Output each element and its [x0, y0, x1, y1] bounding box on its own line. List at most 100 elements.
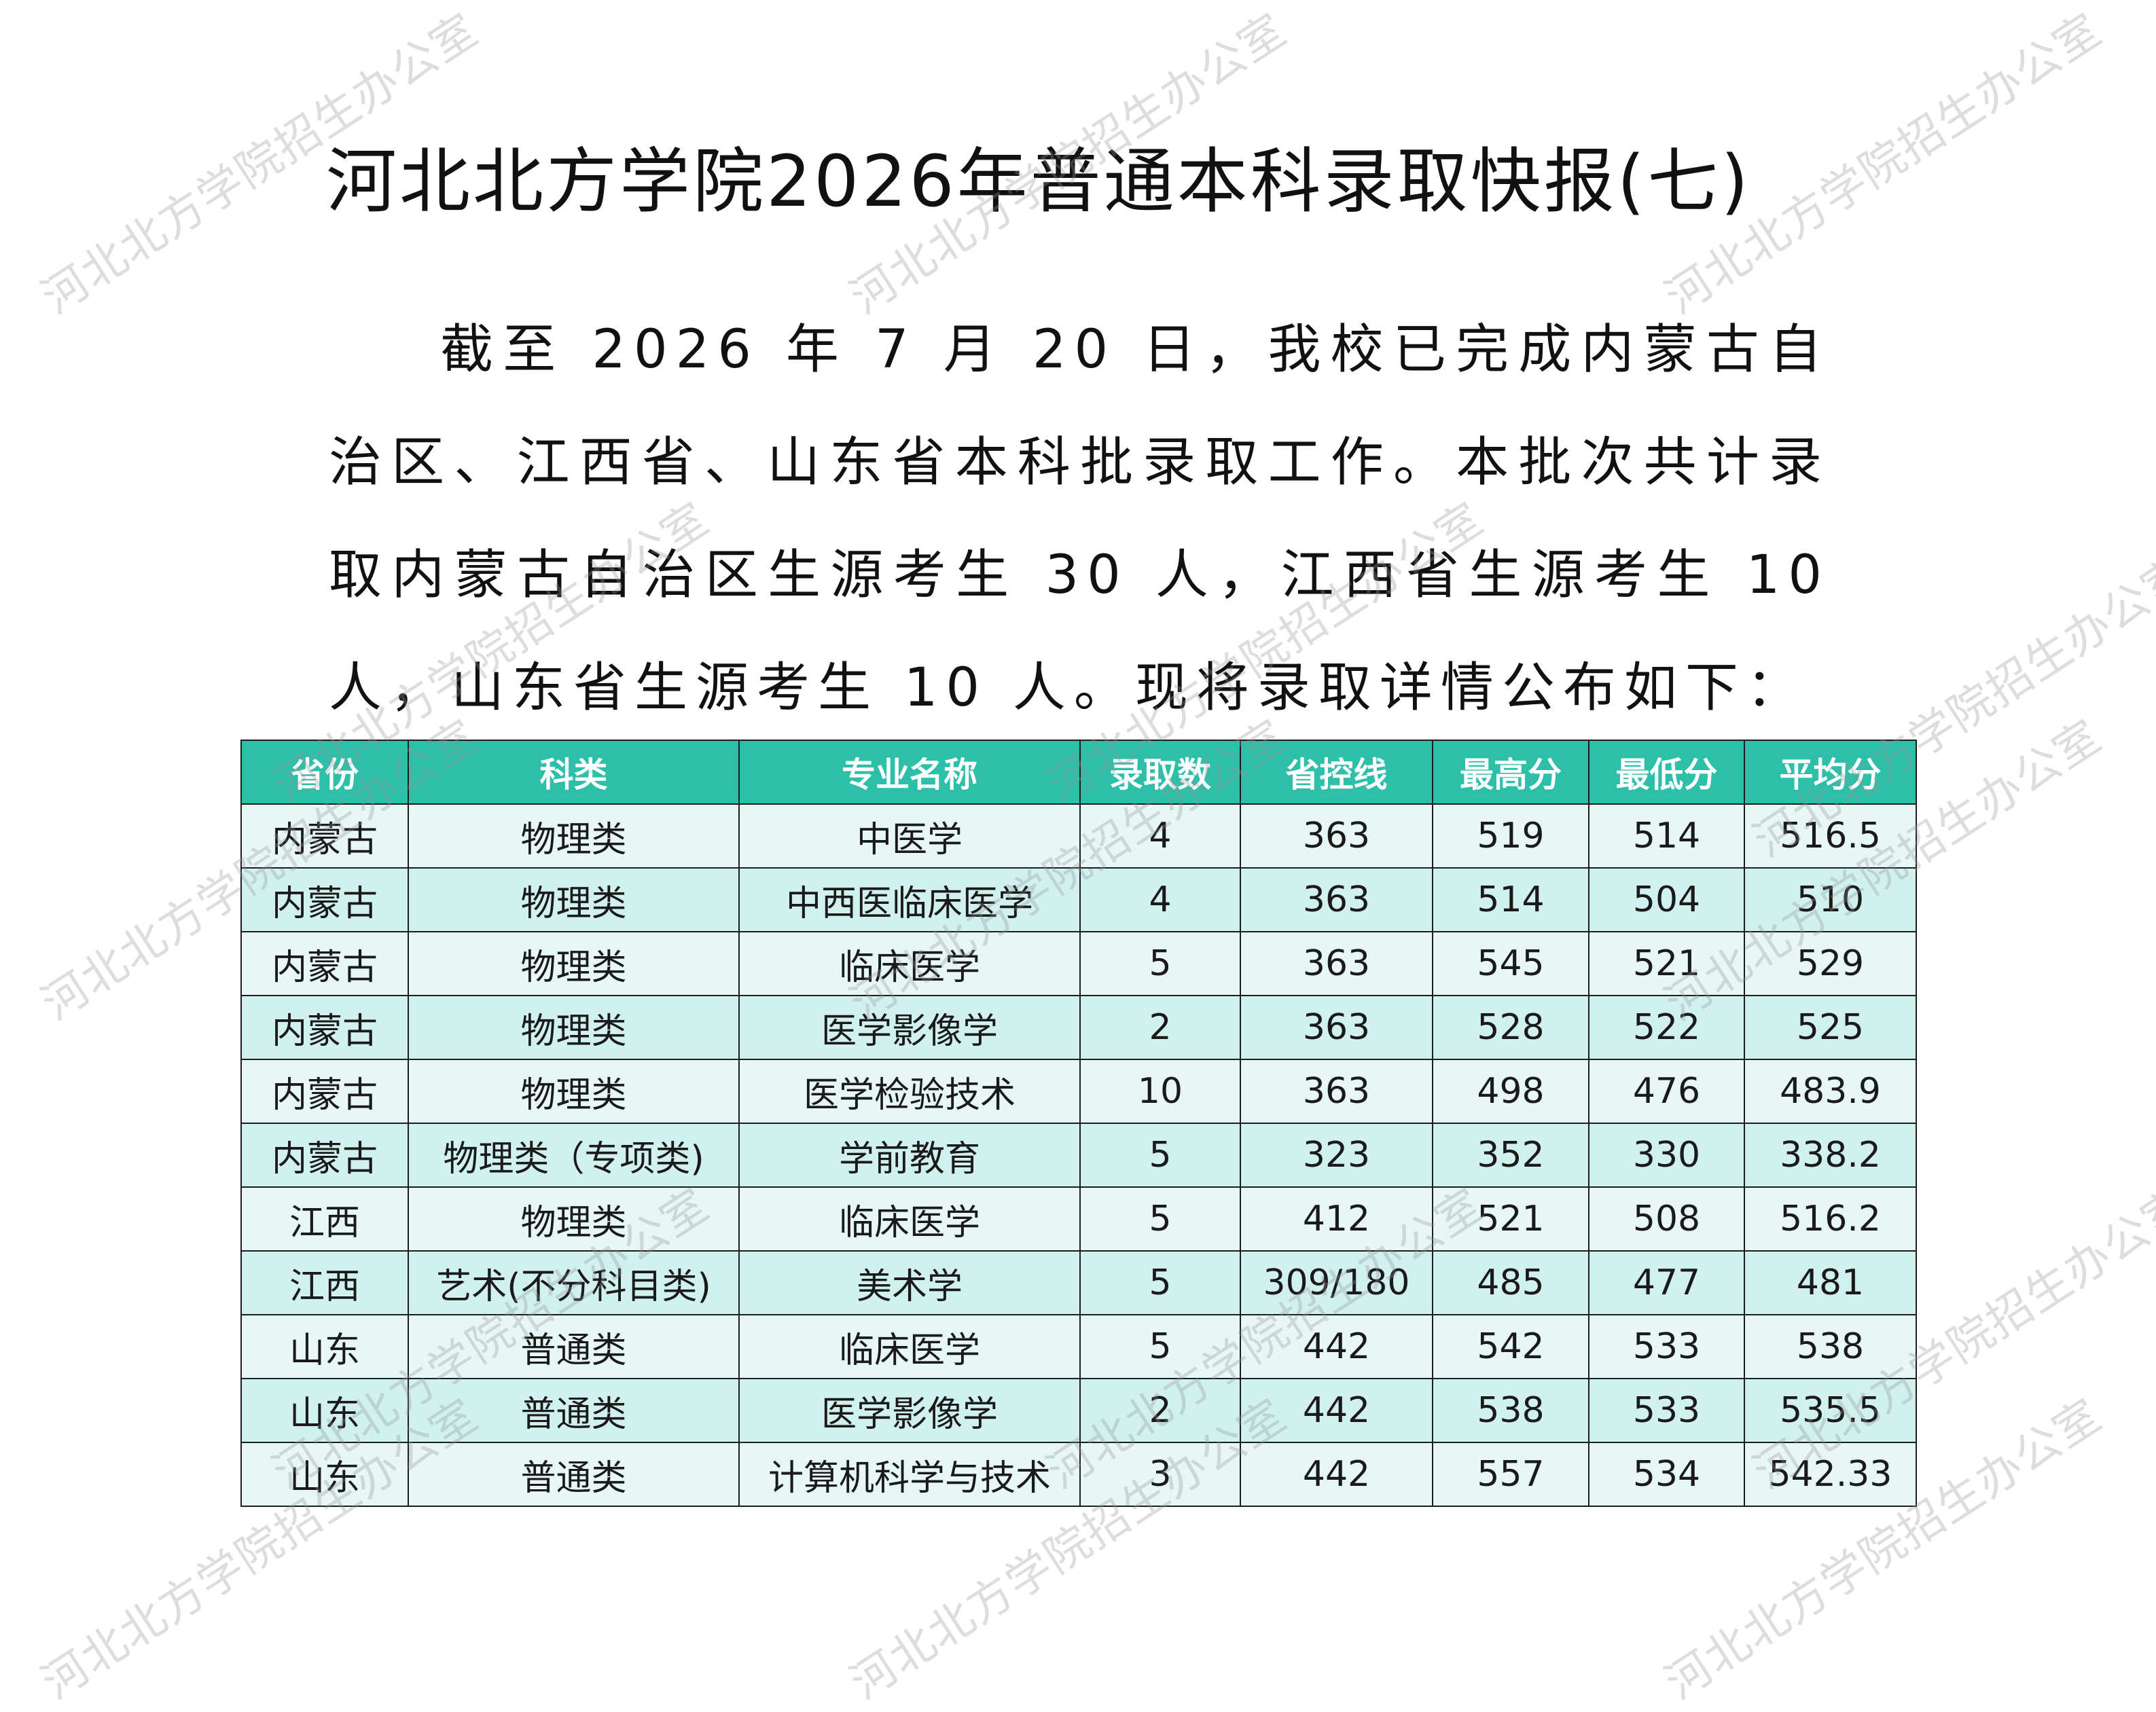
cell-max-score: 352 [1432, 1123, 1589, 1188]
cell-province: 内蒙古 [240, 931, 409, 996]
cell-control-line: 363 [1240, 995, 1433, 1060]
cell-avg-score: 510 [1744, 867, 1917, 932]
admission-table-container: 省份 科类 专业名称 录取数 省控线 最高分 最低分 平均分 内蒙古 物理类 中医学… [240, 740, 1917, 1507]
cell-admitted-count: 5 [1079, 1250, 1241, 1315]
cell-control-line: 442 [1240, 1314, 1433, 1379]
cell-major: 美术学 [738, 1250, 1081, 1315]
table-row: 山东 普通类 计算机科学与技术 3 442 557 534 542.33 [240, 1442, 1917, 1507]
cell-min-score: 330 [1588, 1123, 1745, 1188]
cell-min-score: 521 [1588, 931, 1745, 996]
cell-control-line: 363 [1240, 931, 1433, 996]
cell-admitted-count: 2 [1079, 1378, 1241, 1443]
cell-category: 普通类 [408, 1378, 740, 1443]
cell-max-score: 538 [1432, 1378, 1589, 1443]
cell-province: 山东 [240, 1314, 409, 1379]
header-admitted-count: 录取数 [1079, 740, 1241, 805]
cell-min-score: 533 [1588, 1314, 1745, 1379]
header-control-line: 省控线 [1240, 740, 1433, 805]
cell-admitted-count: 2 [1079, 995, 1241, 1060]
cell-admitted-count: 10 [1079, 1059, 1241, 1124]
cell-max-score: 485 [1432, 1250, 1589, 1315]
cell-min-score: 534 [1588, 1442, 1745, 1507]
admission-table: 省份 科类 专业名称 录取数 省控线 最高分 最低分 平均分 内蒙古 物理类 中医学… [240, 740, 1917, 1507]
table-row: 内蒙古 物理类 医学检验技术 10 363 498 476 483.9 [240, 1059, 1917, 1124]
cell-control-line: 363 [1240, 1059, 1433, 1124]
cell-province: 内蒙古 [240, 1059, 409, 1124]
table-row: 内蒙古 物理类 中医学 4 363 519 514 516.5 [240, 803, 1917, 869]
table-row: 山东 普通类 临床医学 5 442 542 533 538 [240, 1314, 1917, 1379]
cell-max-score: 514 [1432, 867, 1589, 932]
cell-admitted-count: 4 [1079, 867, 1241, 932]
cell-max-score: 528 [1432, 995, 1589, 1060]
cell-category: 物理类 [408, 803, 740, 869]
cell-province: 江西 [240, 1250, 409, 1315]
cell-province: 内蒙古 [240, 867, 409, 932]
cell-control-line: 309/180 [1240, 1250, 1433, 1315]
cell-major: 计算机科学与技术 [738, 1442, 1081, 1507]
cell-avg-score: 529 [1744, 931, 1917, 996]
cell-major: 临床医学 [738, 1314, 1081, 1379]
cell-control-line: 323 [1240, 1123, 1433, 1188]
cell-province: 山东 [240, 1442, 409, 1507]
cell-major: 临床医学 [738, 1186, 1081, 1252]
table-row: 内蒙古 物理类 中西医临床医学 4 363 514 504 510 [240, 867, 1917, 932]
cell-avg-score: 542.33 [1744, 1442, 1917, 1507]
header-max-score: 最高分 [1432, 740, 1589, 805]
cell-min-score: 477 [1588, 1250, 1745, 1315]
cell-min-score: 508 [1588, 1186, 1745, 1252]
cell-category: 物理类 [408, 1059, 740, 1124]
cell-admitted-count: 5 [1079, 1123, 1241, 1188]
cell-province: 江西 [240, 1186, 409, 1252]
cell-max-score: 498 [1432, 1059, 1589, 1124]
cell-control-line: 363 [1240, 803, 1433, 869]
header-category: 科类 [408, 740, 740, 805]
page-title: 河北北方学院2026年普通本科录取快报(七) [326, 140, 1751, 223]
table-row: 内蒙古 物理类 医学影像学 2 363 528 522 525 [240, 995, 1917, 1060]
table-row: 江西 艺术(不分科目类) 美术学 5 309/180 485 477 481 [240, 1250, 1917, 1315]
cell-category: 物理类（专项类) [408, 1123, 740, 1188]
table-body: 内蒙古 物理类 中医学 4 363 519 514 516.5 内蒙古 物理类 中西医临床医学 4 36… [240, 803, 1917, 1507]
cell-major: 学前教育 [738, 1123, 1081, 1188]
cell-province: 山东 [240, 1378, 409, 1443]
cell-admitted-count: 3 [1079, 1442, 1241, 1507]
cell-avg-score: 338.2 [1744, 1123, 1917, 1188]
cell-max-score: 542 [1432, 1314, 1589, 1379]
cell-control-line: 412 [1240, 1186, 1433, 1252]
cell-min-score: 476 [1588, 1059, 1745, 1124]
header-min-score: 最低分 [1588, 740, 1745, 805]
cell-avg-score: 483.9 [1744, 1059, 1917, 1124]
cell-control-line: 442 [1240, 1378, 1433, 1443]
header-province: 省份 [240, 740, 409, 805]
cell-avg-score: 516.5 [1744, 803, 1917, 869]
cell-min-score: 522 [1588, 995, 1745, 1060]
cell-category: 物理类 [408, 995, 740, 1060]
cell-max-score: 557 [1432, 1442, 1589, 1507]
cell-category: 物理类 [408, 1186, 740, 1252]
cell-max-score: 519 [1432, 803, 1589, 869]
cell-control-line: 442 [1240, 1442, 1433, 1507]
cell-control-line: 363 [1240, 867, 1433, 932]
cell-admitted-count: 5 [1079, 1186, 1241, 1252]
cell-province: 内蒙古 [240, 1123, 409, 1188]
cell-major: 临床医学 [738, 931, 1081, 996]
cell-max-score: 521 [1432, 1186, 1589, 1252]
cell-max-score: 545 [1432, 931, 1589, 996]
cell-admitted-count: 4 [1079, 803, 1241, 869]
table-row: 内蒙古 物理类（专项类) 学前教育 5 323 352 330 338.2 [240, 1123, 1917, 1188]
cell-major: 中医学 [738, 803, 1081, 869]
table-row: 山东 普通类 医学影像学 2 442 538 533 535.5 [240, 1378, 1917, 1443]
cell-avg-score: 525 [1744, 995, 1917, 1060]
cell-major: 医学影像学 [738, 1378, 1081, 1443]
cell-major: 医学检验技术 [738, 1059, 1081, 1124]
cell-admitted-count: 5 [1079, 931, 1241, 996]
cell-province: 内蒙古 [240, 995, 409, 1060]
cell-category: 普通类 [408, 1314, 740, 1379]
table-row: 内蒙古 物理类 临床医学 5 363 545 521 529 [240, 931, 1917, 996]
cell-category: 物理类 [408, 867, 740, 932]
cell-category: 普通类 [408, 1442, 740, 1507]
cell-province: 内蒙古 [240, 803, 409, 869]
cell-min-score: 504 [1588, 867, 1745, 932]
table-row: 江西 物理类 临床医学 5 412 521 508 516.2 [240, 1186, 1917, 1252]
cell-avg-score: 535.5 [1744, 1378, 1917, 1443]
cell-major: 中西医临床医学 [738, 867, 1081, 932]
